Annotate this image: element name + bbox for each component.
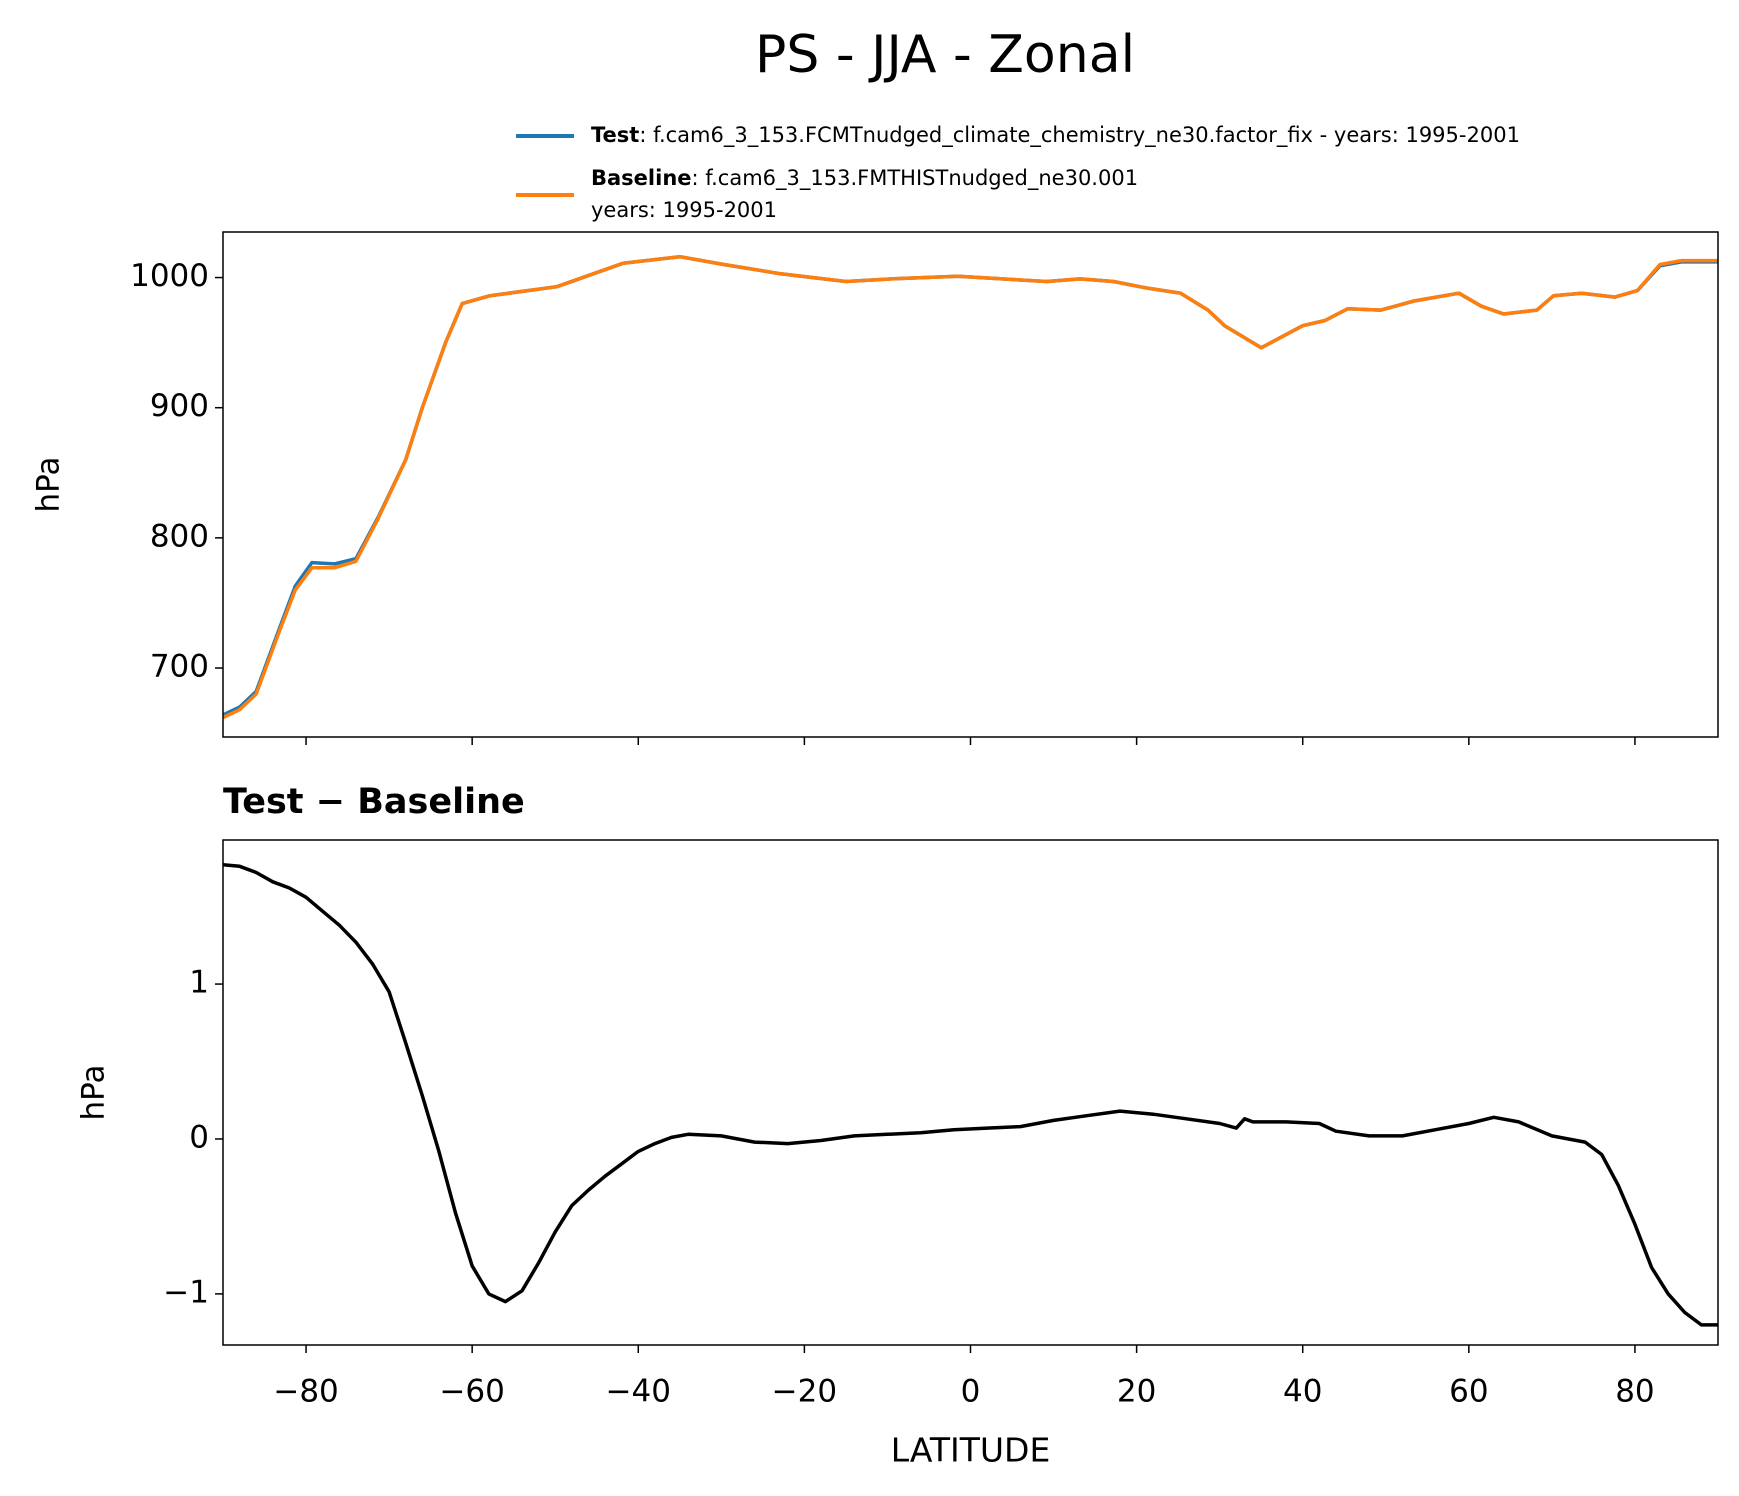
y-tick-label: 1 — [189, 965, 209, 1001]
y-axis-label: hPa — [31, 457, 67, 513]
y-tick-label: 1000 — [130, 258, 209, 294]
x-tick-label: −40 — [606, 1374, 671, 1410]
legend-name: Baseline — [591, 166, 692, 190]
y-tick-label: −1 — [163, 1274, 209, 1310]
axes-title: Test − Baseline — [223, 782, 525, 822]
y-tick-label: 0 — [189, 1119, 209, 1155]
y-tick-label: 700 — [150, 649, 209, 685]
legend-label: Baseline: f.cam6_3_153.FMTHISTnudged_ne3… — [591, 166, 1138, 191]
x-tick-label: 80 — [1615, 1374, 1654, 1410]
y-tick-label: 800 — [150, 518, 209, 554]
axes-frame — [222, 231, 1719, 738]
legend-desc: : f.cam6_3_153.FCMTnudged_climate_chemis… — [639, 123, 1520, 148]
legend-label: Test: f.cam6_3_153.FCMTnudged_climate_ch… — [591, 123, 1520, 148]
x-axis-label: LATITUDE — [891, 1431, 1051, 1470]
legend-name: Test — [591, 123, 639, 147]
legend-desc: years: 1995-2001 — [591, 198, 777, 222]
x-tick-label: 40 — [1283, 1374, 1322, 1410]
axes-frame — [222, 839, 1719, 1346]
x-tick-label: 60 — [1449, 1374, 1488, 1410]
x-tick-label: −20 — [772, 1374, 837, 1410]
figure-title: PS - JJA - Zonal — [755, 25, 1135, 85]
data-line — [223, 863, 1718, 1327]
data-line — [223, 254, 1718, 720]
legend-desc: : f.cam6_3_153.FMTHISTnudged_ne30.001 — [692, 166, 1139, 191]
x-tick-label: 20 — [1117, 1374, 1156, 1410]
x-tick-label: −80 — [273, 1374, 338, 1410]
y-tick-label: 900 — [150, 388, 209, 424]
y-axis-label: hPa — [76, 1065, 112, 1121]
x-tick-label: 0 — [961, 1374, 981, 1410]
x-tick-label: −60 — [439, 1374, 504, 1410]
